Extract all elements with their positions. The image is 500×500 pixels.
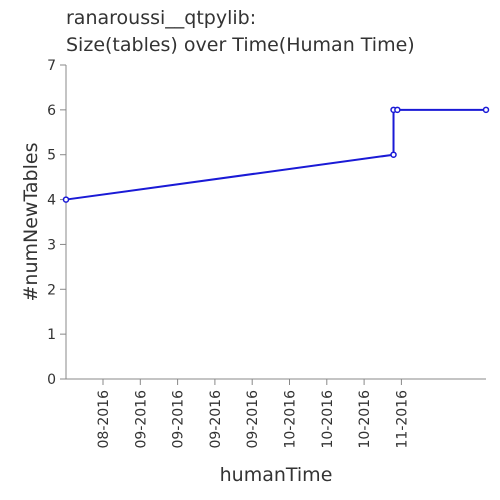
data-point bbox=[62, 196, 70, 203]
y-axis: 0 1 2 3 4 5 6 7 bbox=[47, 58, 67, 388]
y-tick-label: 5 bbox=[47, 148, 56, 164]
chart-title-line1: ranaroussi__qtpylib: bbox=[66, 7, 256, 29]
y-axis-title: #numNewTables bbox=[20, 143, 42, 302]
x-tick-label: 09-2016 bbox=[245, 390, 261, 449]
x-tick-label: 10-2016 bbox=[283, 390, 299, 449]
x-tick-label: 09-2016 bbox=[171, 390, 187, 449]
x-tick-label: 10-2016 bbox=[357, 390, 373, 449]
x-axis: 08-2016 09-2016 09-2016 09-2016 09-2016 10-20… bbox=[66, 378, 486, 449]
y-tick-label: 6 bbox=[47, 103, 56, 119]
y-tick-label: 4 bbox=[47, 193, 56, 209]
y-tick-label: 1 bbox=[47, 327, 56, 343]
y-tick-label: 2 bbox=[47, 282, 56, 298]
x-tick-label: 09-2016 bbox=[133, 390, 149, 449]
y-tick-label: 3 bbox=[47, 237, 56, 253]
x-tick-label: 09-2016 bbox=[208, 390, 224, 449]
x-axis-title: humanTime bbox=[220, 464, 333, 486]
data-point bbox=[390, 151, 397, 158]
x-tick-label: 08-2016 bbox=[96, 390, 112, 449]
x-tick-label: 10-2016 bbox=[320, 390, 336, 449]
chart-title-line2: Size(tables) over Time(Human Time) bbox=[66, 34, 415, 56]
x-tick-label: 11-2016 bbox=[394, 390, 410, 449]
y-tick-label: 0 bbox=[47, 372, 56, 388]
data-point bbox=[482, 106, 490, 114]
series-line bbox=[65, 108, 486, 201]
plot-area bbox=[62, 106, 490, 203]
data-point bbox=[394, 106, 401, 114]
y-tick-label: 7 bbox=[47, 58, 56, 74]
